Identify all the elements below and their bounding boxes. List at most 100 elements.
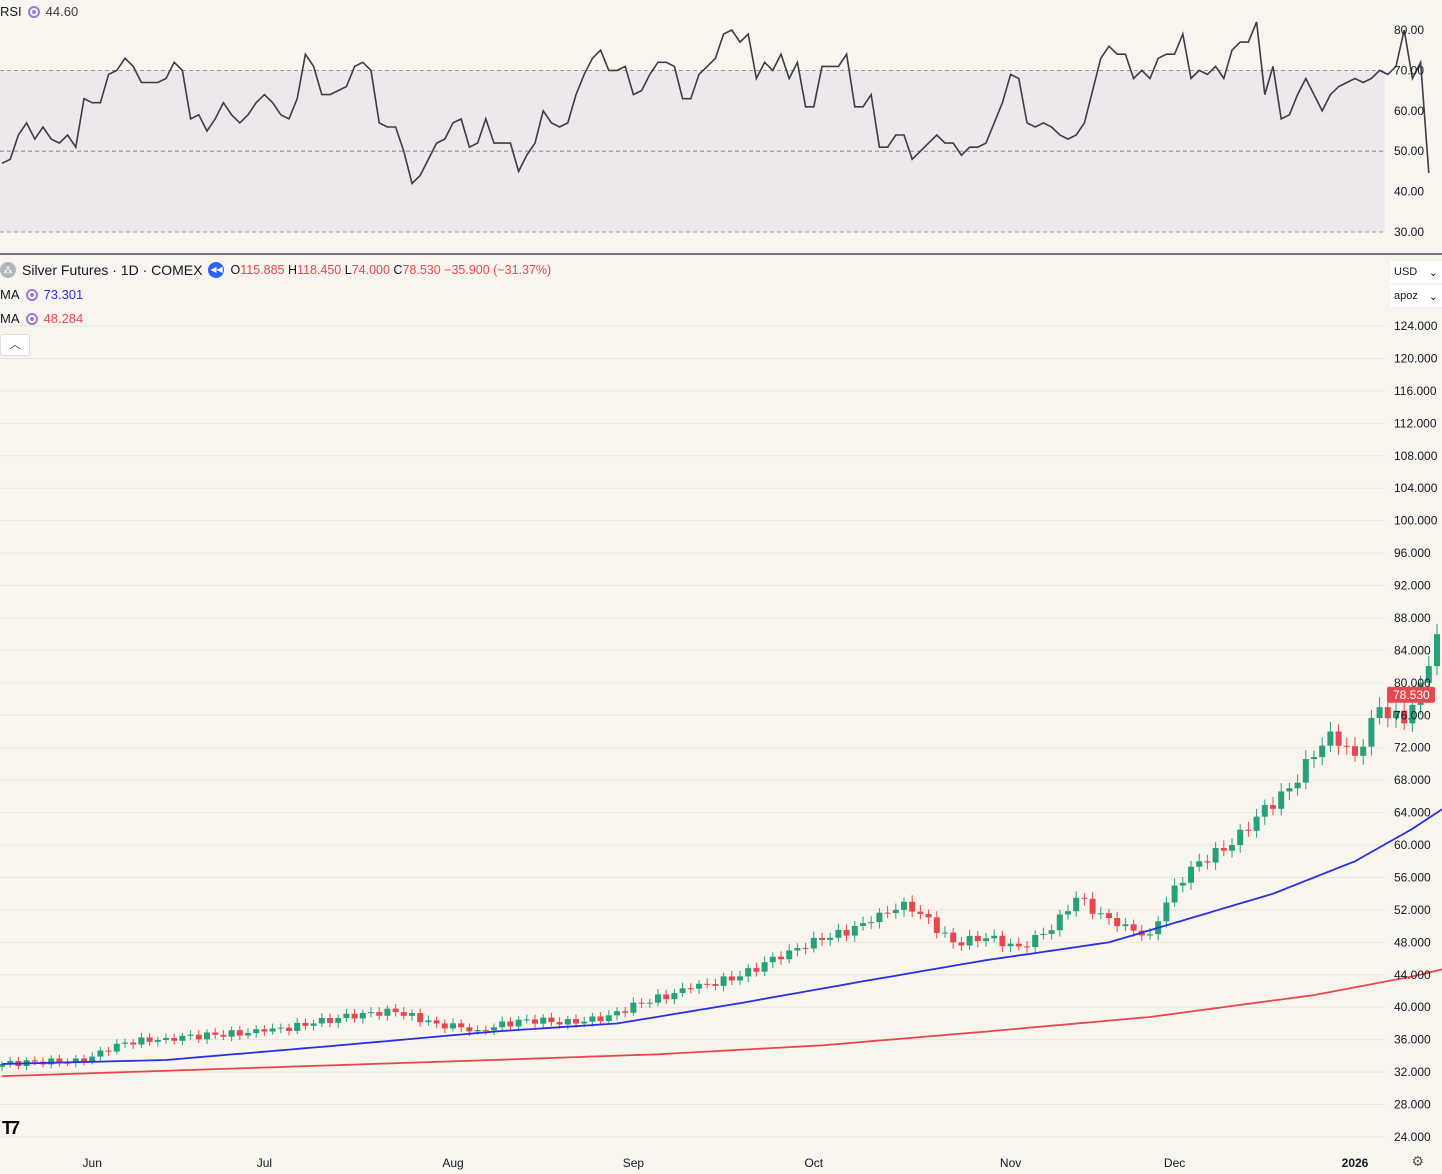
candle-body[interactable] — [892, 909, 899, 914]
candle-body[interactable] — [400, 1012, 407, 1016]
candle-body[interactable] — [0, 1064, 5, 1067]
candle-body[interactable] — [1015, 943, 1022, 947]
candle-body[interactable] — [523, 1019, 530, 1021]
candle-body[interactable] — [983, 938, 989, 942]
candle-body[interactable] — [409, 1013, 415, 1016]
ma-slow-legend[interactable]: MA 48.284 — [0, 311, 83, 326]
candle-body[interactable] — [376, 1012, 383, 1016]
candle-body[interactable] — [113, 1043, 120, 1052]
candle-body[interactable] — [7, 1061, 14, 1065]
candle-body[interactable] — [663, 994, 670, 1000]
candle-body[interactable] — [474, 1029, 481, 1032]
candle-body[interactable] — [1171, 885, 1178, 903]
candle-body[interactable] — [876, 912, 883, 923]
candle-body[interactable] — [1261, 805, 1268, 817]
candle-body[interactable] — [794, 948, 801, 951]
candle-body[interactable] — [318, 1018, 325, 1024]
rsi-legend[interactable]: RSI 44.60 — [0, 4, 78, 19]
refresh-icon[interactable] — [25, 288, 38, 301]
candle-body[interactable] — [827, 937, 834, 940]
candle-body[interactable] — [638, 1002, 645, 1004]
candle-body[interactable] — [679, 988, 686, 994]
candle-body[interactable] — [1097, 913, 1104, 915]
scale-mode-select[interactable]: apoz ⌄ — [1390, 285, 1442, 307]
candle-body[interactable] — [310, 1023, 317, 1026]
candle-body[interactable] — [1188, 866, 1194, 883]
candle-body[interactable] — [720, 976, 727, 986]
candle-body[interactable] — [712, 984, 719, 986]
candle-body[interactable] — [687, 988, 694, 990]
candle-body[interactable] — [786, 950, 793, 960]
candle-body[interactable] — [384, 1008, 391, 1016]
candle-body[interactable] — [269, 1028, 276, 1032]
candle-body[interactable] — [966, 935, 973, 946]
candle-body[interactable] — [1286, 788, 1293, 792]
candle-body[interactable] — [72, 1058, 79, 1063]
candle-body[interactable] — [999, 935, 1006, 947]
candle-body[interactable] — [458, 1023, 465, 1028]
candle-body[interactable] — [343, 1013, 350, 1018]
candle-body[interactable] — [1130, 924, 1137, 931]
candle-body[interactable] — [753, 968, 760, 972]
candle-body[interactable] — [359, 1012, 366, 1019]
candle-body[interactable] — [245, 1033, 251, 1036]
candle-body[interactable] — [1409, 704, 1416, 724]
candle-body[interactable] — [917, 911, 924, 914]
candle-body[interactable] — [236, 1030, 243, 1036]
candle-body[interactable] — [564, 1019, 571, 1025]
candle-body[interactable] — [810, 937, 817, 949]
candle-body[interactable] — [614, 1011, 620, 1016]
candle-body[interactable] — [138, 1037, 145, 1045]
candle-body[interactable] — [450, 1023, 456, 1029]
candle-body[interactable] — [737, 976, 743, 981]
candle-body[interactable] — [696, 983, 702, 989]
gear-icon[interactable]: ⚙ — [1411, 1153, 1424, 1169]
candle-body[interactable] — [958, 942, 965, 946]
candle-body[interactable] — [302, 1022, 309, 1026]
candle-body[interactable] — [1434, 634, 1440, 667]
candle-body[interactable] — [1114, 918, 1121, 927]
candle-body[interactable] — [171, 1038, 178, 1041]
candle-body[interactable] — [778, 956, 784, 960]
candle-body[interactable] — [499, 1021, 506, 1028]
symbol-title[interactable]: Silver Futures · 1D · COMEX — [22, 262, 203, 278]
candle-body[interactable] — [294, 1022, 301, 1031]
candle-body[interactable] — [933, 917, 940, 933]
candle-body[interactable] — [605, 1015, 612, 1022]
candle-body[interactable] — [925, 913, 932, 918]
candle-body[interactable] — [589, 1016, 596, 1022]
candle-body[interactable] — [425, 1020, 432, 1023]
candle-body[interactable] — [1376, 707, 1383, 719]
candle-body[interactable] — [179, 1035, 186, 1041]
candle-body[interactable] — [556, 1022, 563, 1025]
candle-body[interactable] — [122, 1042, 128, 1044]
candle-body[interactable] — [491, 1027, 497, 1031]
candle-body[interactable] — [1245, 829, 1252, 831]
candle-body[interactable] — [1081, 897, 1088, 899]
candle-body[interactable] — [1040, 933, 1047, 936]
candle-body[interactable] — [228, 1030, 235, 1037]
candle-body[interactable] — [548, 1017, 555, 1023]
candle-body[interactable] — [704, 983, 711, 985]
candle-body[interactable] — [1089, 898, 1096, 914]
candle-body[interactable] — [163, 1038, 169, 1040]
candle-body[interactable] — [1360, 746, 1367, 756]
candle-body[interactable] — [466, 1027, 473, 1032]
candle-body[interactable] — [392, 1008, 399, 1013]
candle-body[interactable] — [1196, 861, 1203, 867]
replay-icon[interactable]: ◀◀ — [208, 262, 225, 278]
candle-body[interactable] — [261, 1029, 268, 1032]
candle-body[interactable] — [1352, 746, 1358, 756]
candle-body[interactable] — [1007, 943, 1014, 947]
candle-body[interactable] — [1319, 745, 1326, 758]
candle-body[interactable] — [1327, 731, 1334, 746]
candle-body[interactable] — [1048, 930, 1055, 934]
candle-body[interactable] — [728, 976, 735, 981]
candle-body[interactable] — [1401, 710, 1408, 724]
candle-body[interactable] — [581, 1021, 588, 1024]
candle-body[interactable] — [277, 1027, 284, 1029]
candle-body[interactable] — [761, 962, 768, 972]
candle-body[interactable] — [482, 1029, 489, 1031]
candle-body[interactable] — [64, 1062, 71, 1064]
